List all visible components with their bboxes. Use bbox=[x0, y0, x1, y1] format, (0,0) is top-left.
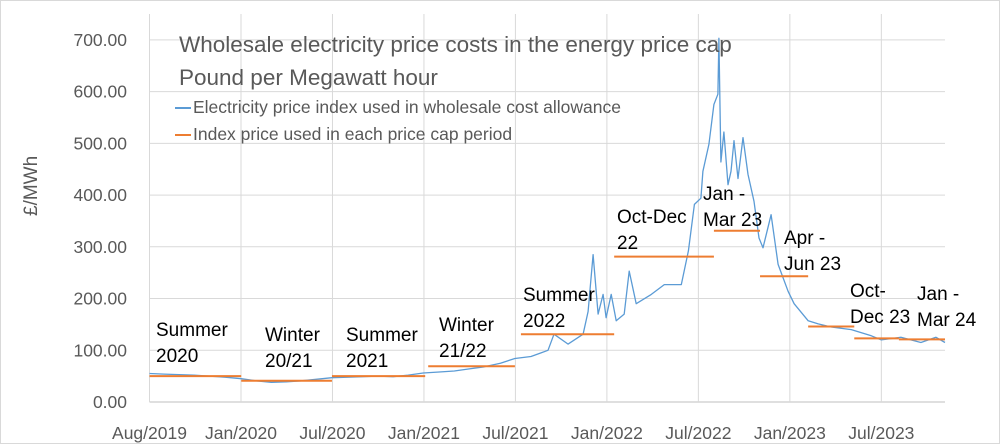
legend-swatch-orange bbox=[175, 134, 191, 136]
legend-label: Electricity price index used in wholesal… bbox=[193, 97, 621, 117]
legend: Electricity price index used in wholesal… bbox=[175, 95, 623, 147]
period-label: Apr - Jun 23 bbox=[784, 228, 842, 275]
series-line-index bbox=[149, 37, 946, 383]
y-tick-label: 200.00 bbox=[73, 289, 127, 309]
x-tick-label: Jan/2021 bbox=[388, 423, 460, 443]
x-tick-label: Jul/2022 bbox=[665, 423, 731, 443]
period-label: Summer 2021 bbox=[346, 325, 418, 372]
y-tick-label: 300.00 bbox=[73, 237, 127, 257]
legend-label: Index price used in each price cap perio… bbox=[193, 124, 513, 144]
y-axis-label: £/MWh bbox=[21, 155, 42, 216]
x-tick-label: Aug/2019 bbox=[112, 423, 187, 443]
period-label: Oct-Dec 22 bbox=[617, 207, 687, 254]
x-tick-label: Jul/2020 bbox=[299, 423, 365, 443]
period-label: Summer 2020 bbox=[156, 320, 228, 367]
period-label: Oct- Dec 23 bbox=[850, 281, 911, 328]
period-label: Winter 20/21 bbox=[265, 325, 320, 372]
y-tick-label: 700.00 bbox=[73, 30, 127, 50]
y-tick-label: 400.00 bbox=[73, 185, 127, 205]
legend-swatch-blue bbox=[175, 107, 191, 109]
y-tick-label: 100.00 bbox=[73, 340, 127, 360]
y-tick-label: 500.00 bbox=[73, 133, 127, 153]
x-tick-label: Jul/2023 bbox=[848, 423, 914, 443]
chart-title-block: Wholesale electricity price costs in the… bbox=[179, 28, 732, 94]
period-label: Winter 21/22 bbox=[439, 315, 494, 362]
legend-item-cap: Index price used in each price cap perio… bbox=[175, 122, 623, 147]
x-tick-label: Jan/2023 bbox=[754, 423, 826, 443]
period-label: Jan - Mar 23 bbox=[703, 184, 763, 231]
x-tick-label: Jul/2021 bbox=[482, 423, 548, 443]
period-label: Summer 2022 bbox=[523, 285, 595, 332]
x-tick-label: Jan/2020 bbox=[205, 423, 277, 443]
y-tick-label: 600.00 bbox=[73, 82, 127, 102]
chart-subtitle: Pound per Megawatt hour bbox=[179, 65, 438, 90]
period-label: Jan - Mar 24 bbox=[917, 284, 977, 331]
y-tick-label: 0.00 bbox=[93, 392, 127, 412]
chart-title: Wholesale electricity price costs in the… bbox=[179, 32, 732, 57]
legend-item-index: Electricity price index used in wholesal… bbox=[175, 95, 623, 120]
x-tick-label: Jan/2022 bbox=[571, 423, 643, 443]
